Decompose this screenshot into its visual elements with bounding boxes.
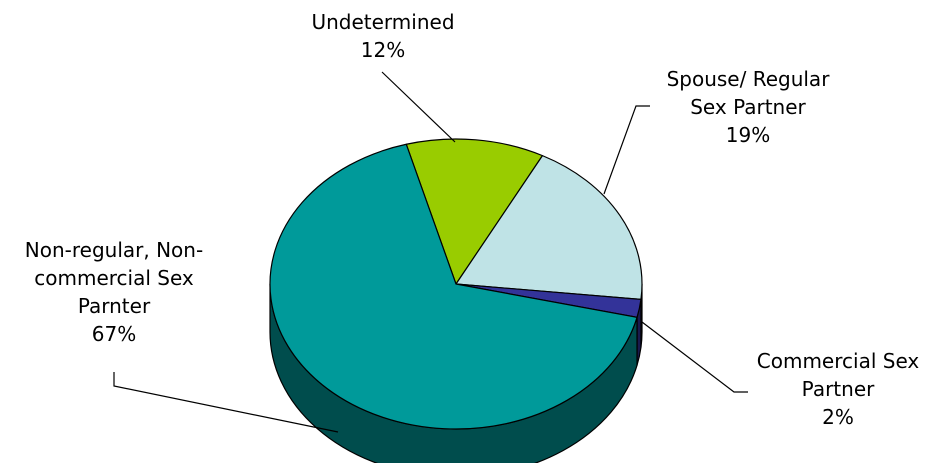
data-label-line: commercial Sex xyxy=(34,266,194,290)
leader-lines xyxy=(113,71,748,433)
data-labels: Undetermined 12% Spouse/ Regular Sex Partne… xyxy=(25,10,920,429)
data-label-line: Commercial Sex xyxy=(757,349,920,373)
data-label-commercial-sex-partner: Commercial Sex Partner 2% xyxy=(757,349,920,429)
data-label-line: Spouse/ Regular xyxy=(667,67,831,91)
data-label-line: 67% xyxy=(92,322,136,346)
leader-line-undetermined xyxy=(381,71,456,143)
data-label-line: 12% xyxy=(361,38,405,62)
data-label-line: Sex Partner xyxy=(690,95,806,119)
data-label-line: Non-regular, Non- xyxy=(25,238,203,262)
leader-line-commercial-sex-partner xyxy=(641,321,748,393)
data-label-spouse-regular-sex-partner: Spouse/ Regular Sex Partner 19% xyxy=(667,67,831,147)
data-label-line: Partner xyxy=(802,377,875,401)
pie-slices xyxy=(269,138,643,430)
data-label-non-regular-non-commercial-sex-parnter: Non-regular, Non-commercial Sex Parnter 67… xyxy=(25,238,203,346)
slice-undetermined xyxy=(405,138,544,285)
leader-line-non-regular-non-commercial-sex-parnter xyxy=(113,372,339,433)
data-label-undetermined: Undetermined 12% xyxy=(311,10,454,62)
data-label-line: 19% xyxy=(726,123,770,147)
data-label-line: 2% xyxy=(822,405,854,429)
data-label-line: Parnter xyxy=(78,294,151,318)
leader-line-spouse-regular-sex-partner xyxy=(603,105,650,195)
slice-non-regular-non-commercial-sex-parnter xyxy=(269,143,638,430)
slice-spouse-regular-sex-partner xyxy=(455,155,643,301)
data-label-line: Undetermined xyxy=(311,10,454,34)
